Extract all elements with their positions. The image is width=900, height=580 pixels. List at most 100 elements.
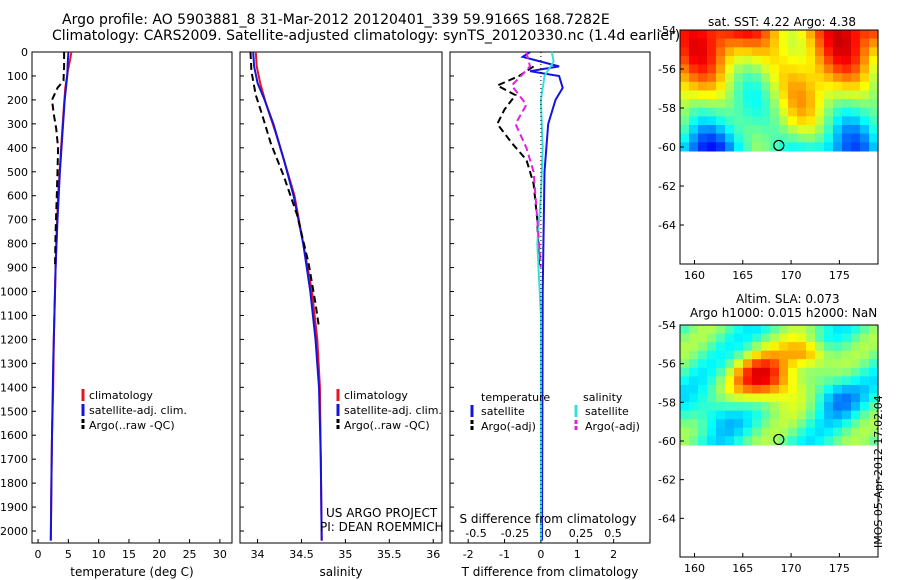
- heatmap-cell-sla: [833, 436, 843, 446]
- heatmap-cell-sla: [689, 367, 699, 377]
- heatmap-cell-sla: [680, 427, 690, 437]
- heatmap-cell-sla: [752, 410, 762, 420]
- heatmap-cell-sst: [824, 55, 834, 66]
- heatmap-cell-sst: [833, 30, 843, 40]
- heatmap-cell-sst: [680, 30, 690, 40]
- heatmap-cell-sla: [833, 393, 843, 403]
- y-tick-label: 1500: [0, 405, 28, 418]
- heatmap-cell-sst: [761, 99, 771, 109]
- heatmap-cell-sst: [680, 133, 690, 143]
- heatmap-cell-sla: [698, 402, 708, 412]
- heatmap-cell-sst: [869, 47, 879, 57]
- heatmap-cell-sst: [725, 64, 735, 74]
- heatmap-cell-sst: [851, 73, 861, 83]
- heatmap-cell-sla: [707, 393, 717, 403]
- heatmap-cell-sla: [761, 333, 771, 343]
- heatmap-cell-sla: [797, 350, 807, 360]
- heatmap-cell-sla: [743, 325, 753, 335]
- heatmap-cell-sla: [788, 359, 798, 369]
- heatmap-cell-sst: [725, 73, 735, 83]
- heatmap-cell-sst: [689, 38, 699, 48]
- heatmap-cell-sst: [707, 107, 717, 117]
- heatmap-cell-sla: [752, 419, 762, 429]
- heatmap-cell-sla: [851, 410, 861, 420]
- x-tick-label-salinity: 36: [426, 548, 440, 561]
- heatmap-cell-sst: [734, 90, 744, 100]
- heatmap-cell-sla: [806, 410, 816, 420]
- heatmap-cell-sla: [761, 342, 771, 352]
- heatmap-cell-sla: [851, 333, 861, 343]
- series-line-difference: [510, 51, 542, 268]
- y-tick-label: 1100: [0, 309, 28, 322]
- heatmap-cell-sla: [806, 384, 816, 395]
- heatmap-cell-sla: [734, 427, 744, 437]
- heatmap-cell-sla: [842, 436, 852, 446]
- heatmap-cell-sla: [833, 325, 843, 335]
- legend-label-difference: satellite: [481, 405, 525, 418]
- heatmap-cell-sst: [860, 47, 870, 57]
- heatmap-cell-sst: [734, 99, 744, 109]
- heatmap-cell-sst: [833, 38, 843, 48]
- heatmap-cell-sla: [716, 376, 726, 386]
- heatmap-cell-sla: [734, 376, 744, 386]
- x-tick-label-temperature: 30: [213, 548, 227, 561]
- heatmap-cell-sla: [761, 376, 771, 386]
- heatmap-cell-sst: [680, 99, 690, 109]
- heatmap-cell-sst: [743, 30, 753, 40]
- heatmap-cell-sst: [851, 133, 861, 143]
- heatmap-cell-sst: [743, 73, 753, 83]
- heatmap-cell-sst: [824, 81, 834, 91]
- heatmap-cell-sst: [689, 47, 699, 57]
- series-line-temperature: [50, 52, 66, 268]
- climatology-title: Climatology: CARS2009. Satellite-adjuste…: [52, 28, 681, 44]
- heatmap-cell-sst: [797, 73, 807, 83]
- heatmap-cell-sla: [851, 350, 861, 360]
- heatmap-cell-sla: [806, 393, 816, 403]
- heatmap-cell-sla: [716, 419, 726, 429]
- x-tick-label-difference: -1: [499, 548, 510, 561]
- heatmap-cell-sst: [689, 99, 699, 109]
- heatmap-cell-sla: [707, 384, 717, 395]
- heatmap-cell-sla: [860, 419, 870, 429]
- x-tick-label-difference: 0: [537, 548, 544, 561]
- heatmap-cell-sst: [698, 73, 708, 83]
- series-line-difference: [536, 51, 555, 541]
- x-axis-label-temperature: temperature (deg C): [70, 565, 193, 579]
- heatmap-cell-sst: [779, 73, 789, 83]
- heatmap-cell-sst: [707, 99, 717, 109]
- map-y-tick-label-sla: -54: [658, 319, 676, 332]
- heatmap-cell-sla: [860, 393, 870, 403]
- heatmap-cell-sst: [734, 81, 744, 91]
- heatmap-cell-sla: [779, 342, 789, 352]
- heatmap-cell-sst: [716, 90, 726, 100]
- heatmap-cell-sst: [842, 99, 852, 109]
- heatmap-cell-sla: [806, 333, 816, 343]
- heatmap-cell-sla: [734, 333, 744, 343]
- heatmap-cell-sla: [734, 436, 744, 446]
- heatmap-cell-sst: [752, 30, 762, 40]
- project-annotation: US ARGO PROJECT: [326, 506, 438, 520]
- heatmap-cell-sla: [761, 325, 771, 335]
- heatmap-cell-sla: [788, 325, 798, 335]
- heatmap-cell-sst: [788, 125, 798, 135]
- heatmap-cell-sla: [869, 393, 879, 403]
- heatmap-cell-sla: [806, 419, 816, 429]
- heatmap-cell-sst: [779, 30, 789, 40]
- heatmap-cell-sst: [770, 30, 780, 40]
- heatmap-cell-sla: [797, 376, 807, 386]
- heatmap-cell-sst: [860, 142, 870, 152]
- heatmap-cell-sst: [734, 30, 744, 40]
- heatmap-cell-sla: [842, 384, 852, 395]
- heatmap-cell-sst: [680, 107, 690, 117]
- heatmap-cell-sst: [851, 99, 861, 109]
- heatmap-cell-sst: [833, 47, 843, 57]
- heatmap-cell-sla: [680, 359, 690, 369]
- heatmap-cell-sla: [824, 367, 834, 377]
- map-x-tick-label-sst: 175: [829, 269, 850, 282]
- heatmap-cell-sst: [716, 64, 726, 74]
- heatmap-cell-sst: [689, 90, 699, 100]
- heatmap-cell-sst: [770, 125, 780, 135]
- heatmap-cell-sla: [851, 427, 861, 437]
- heatmap-cell-sst: [770, 81, 780, 91]
- heatmap-cell-sst: [779, 107, 789, 117]
